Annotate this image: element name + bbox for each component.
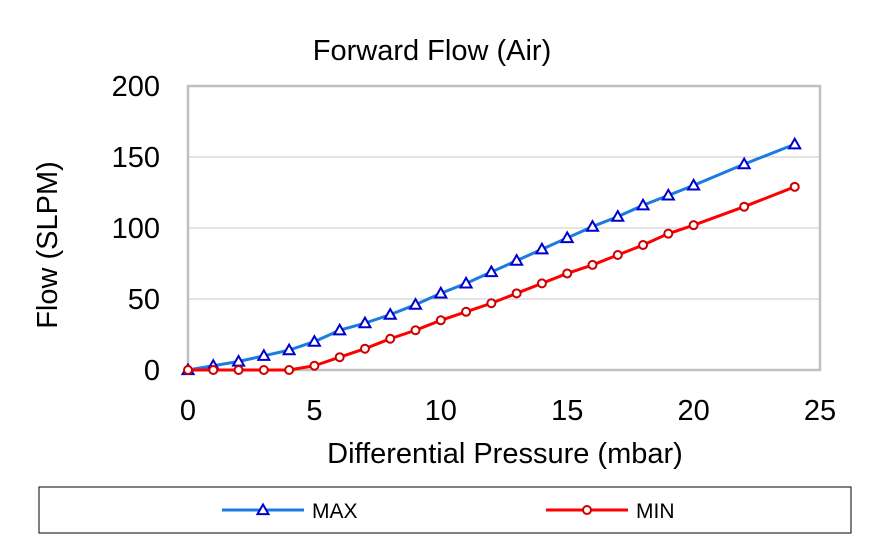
legend-marker-max	[255, 502, 271, 516]
data-point-max-21	[736, 156, 752, 170]
data-point-min-9	[410, 325, 421, 336]
data-point-min-11	[461, 306, 472, 317]
data-point-min-22	[789, 181, 800, 192]
series-line-max	[187, 142, 796, 372]
data-point-min-17	[612, 249, 623, 260]
data-point-max-17	[610, 209, 625, 222]
data-point-max-22	[787, 136, 802, 150]
y-tick-label-150: 150	[112, 142, 160, 174]
data-point-min-2	[233, 365, 244, 375]
x-tick-label-5: 5	[306, 395, 322, 427]
data-point-max-19	[661, 187, 676, 201]
legend-item-min: MIN	[546, 500, 675, 523]
data-point-min-5	[309, 360, 320, 371]
data-point-max-10	[433, 285, 449, 299]
legend	[38, 486, 852, 534]
data-point-max-11	[458, 275, 474, 289]
series-max	[180, 136, 802, 376]
legend-label-max: MAX	[312, 500, 358, 523]
data-point-min-1	[208, 365, 219, 375]
data-point-max-9	[408, 297, 423, 310]
legend-label-min: MIN	[636, 500, 675, 523]
data-point-max-6	[332, 322, 347, 336]
y-tick-label-100: 100	[112, 213, 160, 245]
data-point-min-19	[663, 228, 674, 239]
chart-title: Forward Flow (Air)	[313, 35, 551, 67]
x-tick-label-10: 10	[425, 395, 457, 427]
data-point-min-10	[435, 315, 446, 326]
data-point-max-3	[256, 348, 272, 361]
data-point-min-12	[486, 298, 497, 309]
data-point-min-21	[739, 201, 750, 212]
y-tick-label-50: 50	[128, 284, 160, 316]
data-point-min-18	[638, 240, 649, 251]
data-point-min-20	[688, 220, 699, 231]
series-group	[180, 136, 802, 376]
data-point-max-15	[559, 230, 575, 244]
x-tick-label-0: 0	[180, 395, 196, 427]
legend-item-max: MAX	[222, 500, 358, 523]
data-point-min-7	[359, 343, 370, 354]
x-tick-label-20: 20	[677, 395, 709, 427]
legend-marker-min	[582, 505, 592, 515]
y-tick-label-0: 0	[144, 355, 160, 387]
data-point-min-15	[562, 268, 573, 279]
data-point-min-3	[258, 365, 269, 375]
data-point-max-8	[383, 307, 398, 320]
data-point-min-0	[183, 365, 193, 375]
x-axis-label: Differential Pressure (mbar)	[327, 438, 683, 470]
data-point-min-8	[385, 333, 396, 344]
data-point-max-16	[585, 219, 600, 232]
legend-items: MAX MIN	[222, 500, 675, 523]
data-point-max-5	[307, 334, 322, 347]
x-tick-label-15: 15	[551, 395, 583, 427]
data-point-max-18	[635, 197, 651, 211]
y-axis: 0 50 100 150 200	[112, 71, 160, 387]
data-point-max-7	[357, 315, 373, 329]
data-point-max-13	[509, 253, 524, 266]
data-point-max-2	[231, 353, 246, 367]
data-point-max-12	[484, 264, 499, 278]
data-point-min-14	[536, 278, 547, 289]
data-point-min-13	[511, 288, 522, 299]
grid	[188, 156, 820, 300]
y-tick-label-200: 200	[112, 71, 160, 103]
data-point-max-20	[686, 177, 701, 191]
series-min	[183, 181, 800, 375]
data-point-max-14	[534, 241, 550, 255]
data-point-max-4	[281, 342, 297, 356]
data-point-min-4	[284, 365, 295, 375]
x-tick-label-25: 25	[804, 395, 836, 427]
data-point-min-6	[334, 352, 345, 363]
series-line-min	[188, 185, 796, 372]
y-axis-label: Flow (SLPM)	[32, 161, 64, 329]
plot-area	[186, 84, 822, 372]
data-point-min-16	[587, 259, 598, 270]
x-axis: 0 5 10 15 20 25	[180, 395, 836, 427]
